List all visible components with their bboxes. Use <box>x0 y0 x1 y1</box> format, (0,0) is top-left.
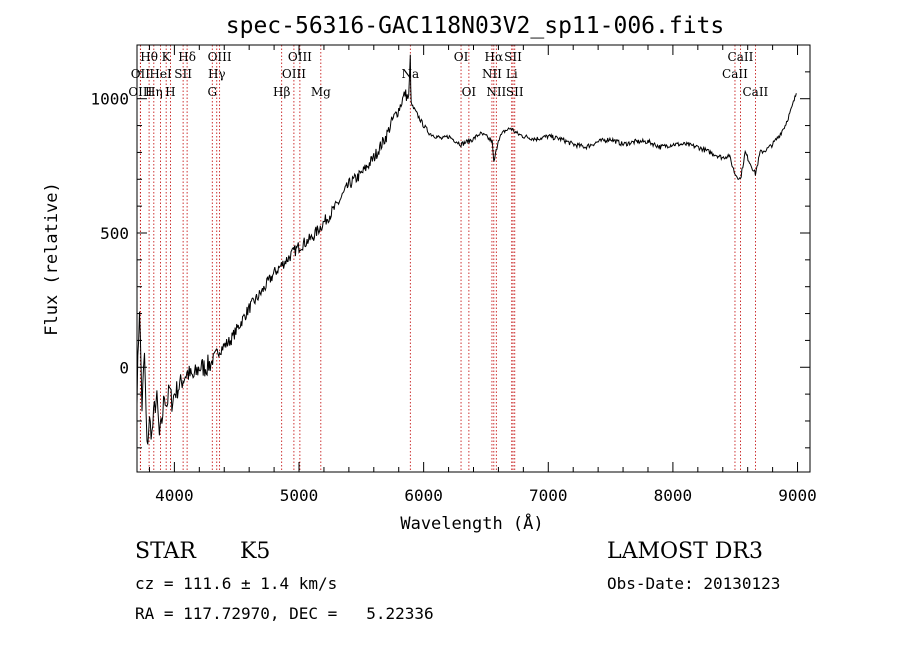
line-label-17: OI <box>454 50 469 64</box>
line-label-4: HeI <box>149 67 172 81</box>
line-label-25: CaII <box>722 67 748 81</box>
line-label-10: OIII <box>208 50 232 64</box>
line-label-6: H <box>165 85 175 99</box>
line-label-7: SII <box>174 67 192 81</box>
line-label-27: CaII <box>742 85 768 99</box>
line-label-23: Li <box>506 67 518 81</box>
x-tick-label: 9000 <box>778 486 817 505</box>
line-label-2: OIII <box>128 85 152 99</box>
line-label-24: SII <box>506 85 524 99</box>
line-label-14: OIII <box>288 50 312 64</box>
line-label-9: G <box>207 85 217 99</box>
y-axis-label: Flux (relative) <box>42 182 62 336</box>
coordinates-text: RA = 117.72970, DEC = 5.22336 <box>135 604 434 623</box>
y-tick-label: 0 <box>119 358 129 377</box>
line-label-21: NII <box>486 85 506 99</box>
obs-date-text: Obs-Date: 20130123 <box>607 574 781 593</box>
line-label-19: NII <box>482 67 502 81</box>
x-axis-label: Wavelength (Å) <box>400 512 543 534</box>
line-label-1: OII <box>131 67 151 81</box>
object-type: STAR <box>135 539 196 564</box>
line-label-18: OI <box>462 85 477 99</box>
line-label-8: Hδ <box>178 50 196 64</box>
x-tick-label: 6000 <box>404 486 443 505</box>
line-label-16: Na <box>401 67 419 81</box>
line-label-26: CaII <box>728 50 754 64</box>
line-label-5: K <box>162 50 172 64</box>
line-label-13: OIII <box>282 67 306 81</box>
line-label-3: Hη <box>145 85 163 99</box>
x-tick-label: 7000 <box>529 486 568 505</box>
line-label-22: SII <box>504 50 522 64</box>
line-label-20: Hα <box>485 50 504 64</box>
object-subclass: K5 <box>240 539 271 564</box>
spectrum-line <box>136 54 797 445</box>
line-label-11: Hγ <box>208 67 226 81</box>
x-tick-label: 4000 <box>155 486 194 505</box>
chart-title: spec-56316-GAC118N03V2_sp11-006.fits <box>226 13 725 39</box>
line-label-12: Hβ <box>273 85 290 99</box>
line-label-0: Hθ <box>140 50 158 64</box>
plot-area: HθOIIOIIIHηHeIKHSIIHδGOIIIHγHβOIIIOIIIMg… <box>90 44 817 505</box>
plot-frame <box>136 44 811 473</box>
line-label-15: Mg <box>311 85 331 99</box>
x-tick-label: 8000 <box>654 486 693 505</box>
x-tick-label: 5000 <box>280 486 319 505</box>
survey-name: LAMOST DR3 <box>607 539 763 564</box>
y-tick-label: 500 <box>100 224 129 243</box>
y-tick-label: 1000 <box>90 90 129 109</box>
redshift-text: cz = 111.6 ± 1.4 km/s <box>135 574 338 593</box>
